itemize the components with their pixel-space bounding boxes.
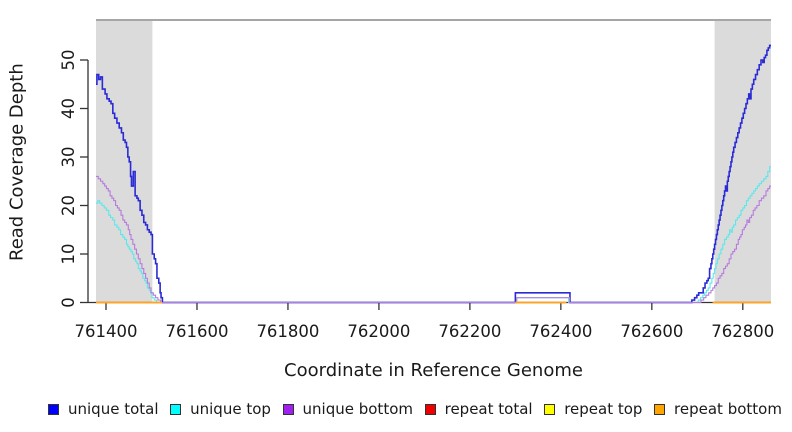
- x-tick-label: 761400: [75, 322, 138, 341]
- legend-item-repeat-bottom: repeat bottom: [654, 400, 782, 418]
- legend-item-unique-bottom: unique bottom: [282, 400, 413, 418]
- legend-item-repeat-top: repeat top: [544, 400, 642, 418]
- y-tick-label: 30: [59, 147, 78, 168]
- repeat-region-shading-1: [96, 20, 153, 303]
- y-axis-title: Read Coverage Depth: [6, 63, 28, 262]
- x-tick-label: 761600: [165, 322, 228, 341]
- y-tick-label: 0: [59, 297, 78, 308]
- legend-label-unique-total: unique total: [68, 400, 159, 418]
- legend-label-repeat-total: repeat total: [444, 400, 533, 418]
- x-tick-label: 762000: [347, 322, 410, 341]
- x-tick-label: 761800: [256, 322, 319, 341]
- x-tick-label: 762800: [711, 322, 774, 341]
- legend-swatch-unique-total: [48, 403, 59, 415]
- y-tick-label: 50: [59, 50, 78, 71]
- legend-label-unique-bottom: unique bottom: [302, 400, 413, 418]
- series-line-unique-total: [96, 44, 771, 304]
- y-tick-label: 20: [59, 195, 78, 216]
- x-tick-label: 762200: [438, 322, 501, 341]
- x-axis-title: Coordinate in Reference Genome: [284, 360, 583, 381]
- legend-swatch-repeat-top: [544, 403, 556, 415]
- legend-label-unique-top: unique top: [190, 400, 271, 418]
- x-tick-label: 762400: [529, 322, 592, 341]
- series-line-unique-top: [96, 166, 771, 304]
- legend-item-unique-total: unique total: [48, 400, 159, 418]
- legend-label-repeat-top: repeat top: [564, 400, 643, 418]
- legend-item-repeat-total: repeat total: [424, 400, 533, 418]
- y-tick-label: 10: [59, 244, 78, 265]
- legend-swatch-unique-bottom: [282, 403, 294, 415]
- legend-swatch-unique-top: [170, 403, 182, 415]
- x-tick-label: 762600: [620, 322, 683, 341]
- legend-item-unique-top: unique top: [170, 400, 271, 418]
- repeat-region-shading-2: [714, 20, 771, 303]
- legend-label-repeat-bottom: repeat bottom: [674, 400, 782, 418]
- series-line-unique-bottom: [96, 175, 771, 304]
- legend-swatch-repeat-total: [424, 403, 436, 415]
- y-tick-label: 40: [59, 98, 78, 119]
- legend-swatch-repeat-bottom: [654, 403, 666, 415]
- legend: unique total unique top unique bottom repea…: [48, 398, 782, 420]
